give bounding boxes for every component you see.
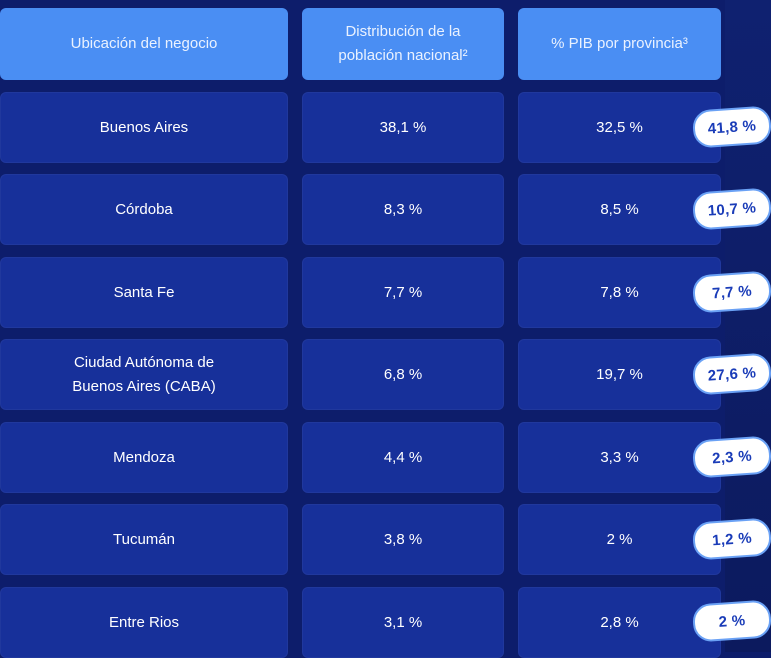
table-row-name: Tucumán (0, 504, 288, 575)
table-row-gdp: 19,7 % (518, 339, 721, 410)
badge-value: 7,7 % (691, 270, 771, 314)
gdp-value: 2,8 % (600, 613, 639, 631)
header-population-label: Distribución de la población nacional² (338, 23, 468, 64)
table-row-gdp: 32,5 % (518, 92, 721, 163)
table-row-gdp: 8,5 % (518, 174, 721, 245)
header-gdp-label: % PIB por provincia³ (551, 35, 688, 52)
badge-value: 41,8 % (691, 105, 771, 149)
province-name: Tucumán (113, 530, 175, 548)
population-value: 3,8 % (383, 530, 423, 548)
header-gdp: % PIB por provincia³ (518, 8, 721, 80)
badge-value: 27,6 % (691, 352, 771, 396)
table-row-name: Entre Rios (0, 587, 288, 658)
table-row-population: 38,1 % (302, 92, 504, 163)
table-row-name: Mendoza (0, 422, 288, 493)
gdp-value: 7,8 % (600, 283, 639, 301)
province-name: Buenos Aires (99, 118, 189, 136)
table-row-gdp: 2 % (518, 504, 721, 575)
table-row-population: 6,8 % (302, 339, 504, 410)
table-row-name: Buenos Aires (0, 92, 288, 163)
gdp-value: 2 % (606, 530, 633, 548)
badge-label: 1,2 % (711, 529, 753, 549)
badge-value: 2,3 % (691, 435, 771, 479)
population-value: 6,8 % (383, 365, 423, 383)
gdp-value: 3,3 % (600, 448, 639, 466)
table-row-name: Santa Fe (0, 257, 288, 328)
table-row-population: 8,3 % (302, 174, 504, 245)
header-location-label: Ubicación del negocio (70, 35, 218, 52)
table-row-population: 4,4 % (302, 422, 504, 493)
gdp-value: 8,5 % (600, 200, 639, 218)
table-row-population: 3,8 % (302, 504, 504, 575)
table-row-gdp: 7,8 % (518, 257, 721, 328)
header-population: Distribución de la población nacional² (302, 8, 504, 80)
province-name: Santa Fe (113, 283, 175, 301)
population-value: 7,7 % (383, 283, 423, 301)
table-row-population: 7,7 % (302, 257, 504, 328)
table-row-gdp: 3,3 % (518, 422, 721, 493)
population-value: 3,1 % (383, 613, 423, 631)
province-name: Mendoza (113, 448, 175, 466)
population-value: 8,3 % (383, 200, 423, 218)
badge-label: 41,8 % (707, 116, 757, 138)
gdp-value: 32,5 % (596, 118, 643, 136)
badge-label: 10,7 % (707, 198, 757, 220)
table-row-population: 3,1 % (302, 587, 504, 658)
table-row-gdp: 2,8 % (518, 587, 721, 658)
badge-label: 7,7 % (711, 282, 753, 302)
gdp-value: 19,7 % (596, 365, 643, 383)
header-location: Ubicación del negocio (0, 8, 288, 80)
badge-value: 10,7 % (691, 187, 771, 231)
badge-label: 2,3 % (711, 447, 753, 467)
table-row-name: Córdoba (0, 174, 288, 245)
badge-value: 1,2 % (691, 517, 771, 561)
province-name: Córdoba (115, 200, 173, 218)
badge-label: 2 % (718, 611, 746, 631)
province-name: Ciudad Autónoma de Buenos Aires (CABA) (72, 353, 216, 395)
province-name: Entre Rios (108, 613, 180, 631)
badge-label: 27,6 % (707, 363, 757, 385)
table-row-name: Ciudad Autónoma de Buenos Aires (CABA) (0, 339, 288, 410)
population-value: 4,4 % (383, 448, 423, 466)
badge-value: 2 % (691, 599, 771, 643)
population-value: 38,1 % (379, 118, 427, 136)
